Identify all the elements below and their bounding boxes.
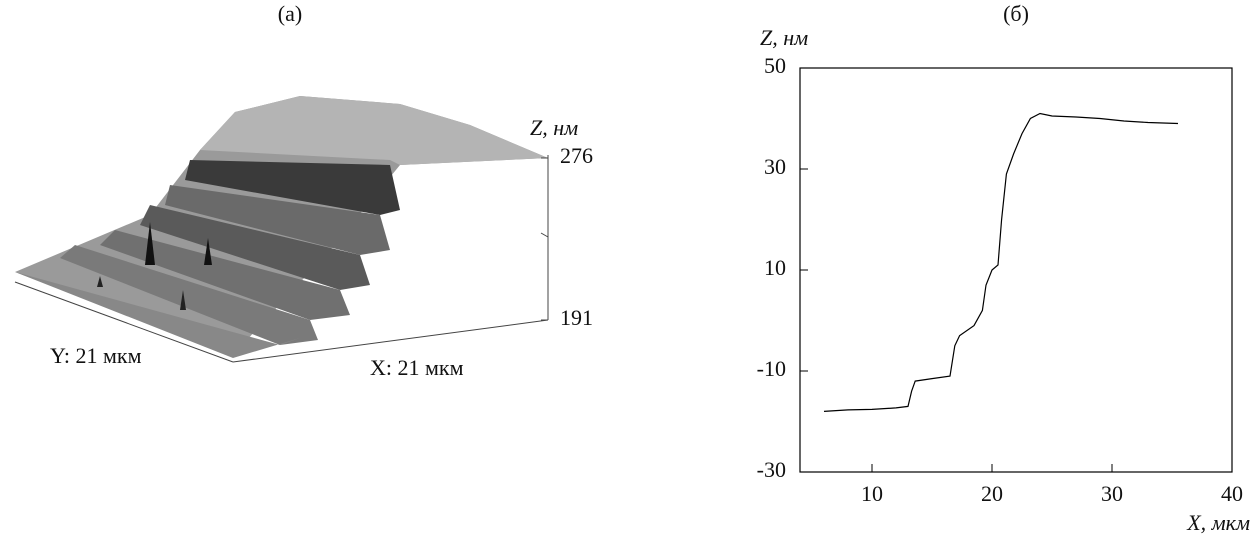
y-tick-label: -10 — [757, 356, 786, 381]
profile-line — [824, 114, 1178, 412]
z-tick-label: 276 — [560, 143, 593, 168]
y-tick-label: -30 — [757, 457, 786, 482]
x-axis-label: X, мкм — [1186, 510, 1250, 535]
z-axis-label: Z, нм — [530, 115, 578, 140]
x-tick-label: 40 — [1221, 481, 1243, 506]
y-axis-label: Z, нм — [760, 25, 808, 50]
z-tick-label: 191 — [560, 305, 593, 330]
y-tick-label: 10 — [764, 255, 786, 280]
panel-title: (б) — [1003, 1, 1029, 26]
plot-frame — [800, 68, 1232, 472]
y-tick-label: 50 — [764, 53, 786, 78]
x-tick-label: 20 — [981, 481, 1003, 506]
surface-drawing — [15, 96, 548, 362]
x-tick-label: 10 — [861, 481, 883, 506]
figure: (a) Z, нм Y: 21 мкм X: 21 мкм (б) Z, нм … — [0, 0, 1251, 538]
panel-title: (a) — [278, 1, 302, 26]
y-tick-label: 30 — [764, 154, 786, 179]
x-axis-label: X: 21 мкм — [370, 355, 464, 380]
x-tick-label: 30 — [1101, 481, 1123, 506]
y-axis-label: Y: 21 мкм — [50, 343, 142, 368]
